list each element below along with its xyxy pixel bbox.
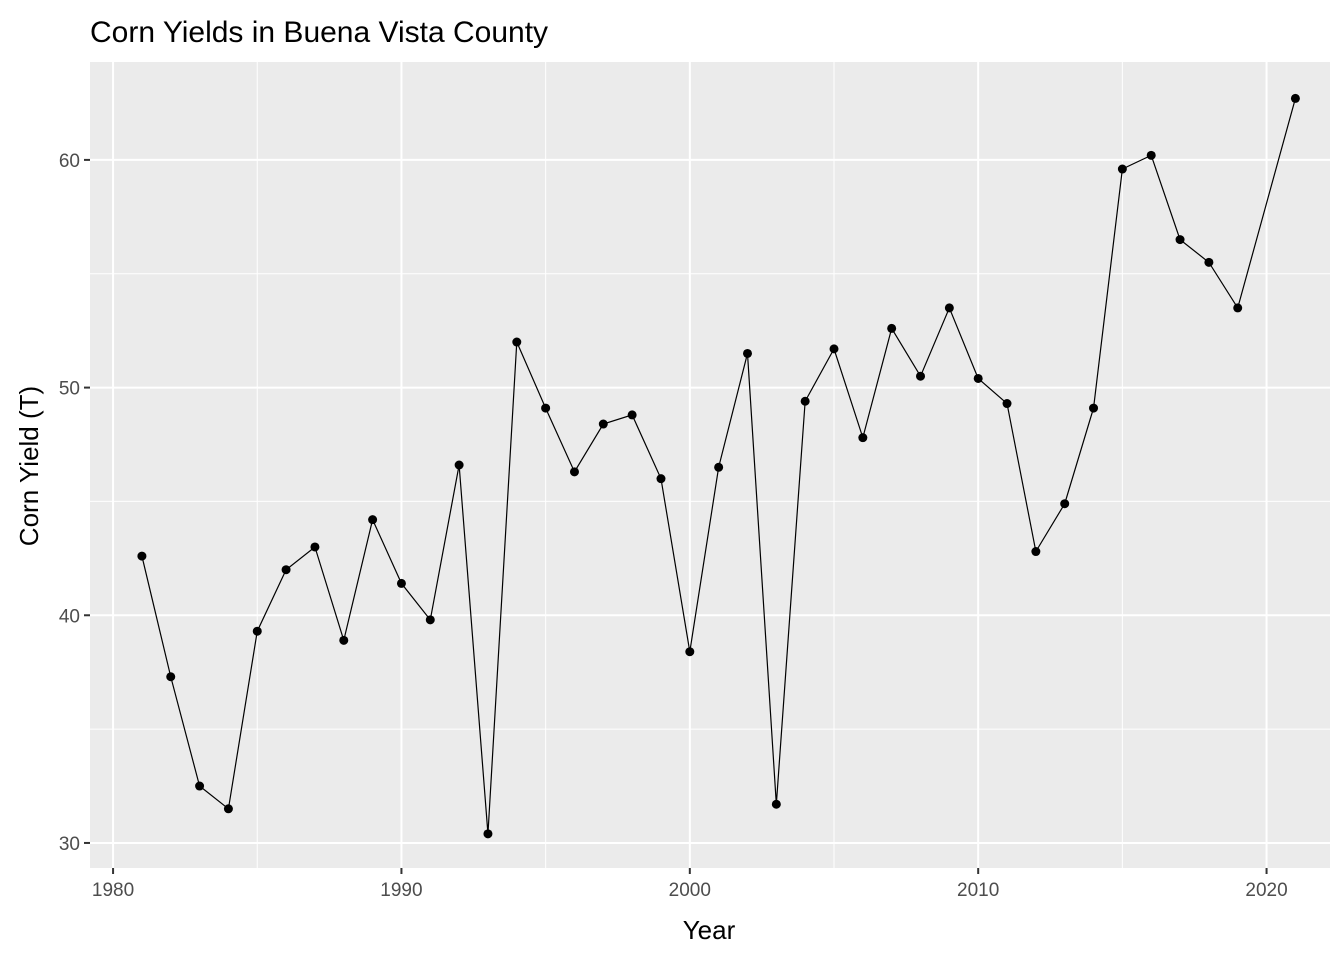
y-tick-labels: 30 40 50 60	[59, 151, 80, 855]
x-tick-labels: 1980 1990 2000 2010 2020	[92, 880, 1288, 901]
data-point	[1233, 303, 1243, 313]
data-point	[310, 542, 320, 552]
series-line	[141, 98, 1296, 834]
grid-minor	[90, 62, 1330, 868]
data-point	[483, 829, 493, 839]
data-point	[1031, 547, 1041, 557]
data-point	[396, 578, 406, 588]
data-point	[771, 799, 781, 809]
data-point	[368, 515, 378, 525]
data-point	[425, 615, 435, 625]
x-axis-title: Year	[683, 915, 736, 945]
data-point	[569, 467, 579, 477]
data-point	[252, 626, 262, 636]
data-point	[829, 344, 839, 354]
data-point	[656, 474, 666, 484]
y-tick-label: 30	[59, 834, 80, 855]
data-point	[195, 781, 205, 791]
data-point	[1117, 164, 1127, 174]
data-point	[944, 303, 954, 313]
points-group	[137, 93, 1300, 839]
y-tick-label: 50	[59, 379, 80, 400]
data-point	[916, 371, 926, 381]
y-tick-label: 60	[59, 151, 80, 172]
x-tick-label: 2020	[1245, 880, 1287, 901]
data-point	[137, 551, 147, 561]
data-point	[1002, 399, 1012, 409]
data-point	[685, 647, 695, 657]
data-point	[800, 396, 810, 406]
data-point	[742, 348, 752, 358]
x-tick-label: 1990	[380, 880, 422, 901]
data-point	[1290, 93, 1300, 103]
data-point	[1060, 499, 1070, 509]
data-point	[858, 433, 868, 443]
grid-major	[90, 62, 1330, 868]
data-point	[281, 565, 291, 575]
x-tick-label: 2000	[669, 880, 711, 901]
data-point	[598, 419, 608, 429]
data-point	[223, 804, 233, 814]
series-group	[141, 98, 1296, 834]
x-tick-label: 1980	[92, 880, 134, 901]
data-point	[1089, 403, 1099, 413]
data-point	[512, 337, 522, 347]
plot-panel	[90, 62, 1330, 868]
y-tick-label: 40	[59, 606, 80, 627]
data-point	[1146, 150, 1156, 160]
data-point	[454, 460, 464, 470]
data-point	[627, 410, 637, 420]
data-point	[887, 323, 897, 333]
data-point	[1175, 235, 1185, 245]
axis-ticks	[84, 158, 1268, 874]
data-point	[714, 462, 724, 472]
data-point	[339, 635, 349, 645]
data-point	[541, 403, 551, 413]
y-axis-title: Corn Yield (T)	[14, 386, 44, 546]
data-point	[1204, 257, 1214, 267]
x-tick-label: 2010	[957, 880, 999, 901]
data-point	[166, 672, 176, 682]
chart-title: Corn Yields in Buena Vista County	[90, 16, 548, 49]
data-point	[973, 373, 983, 383]
